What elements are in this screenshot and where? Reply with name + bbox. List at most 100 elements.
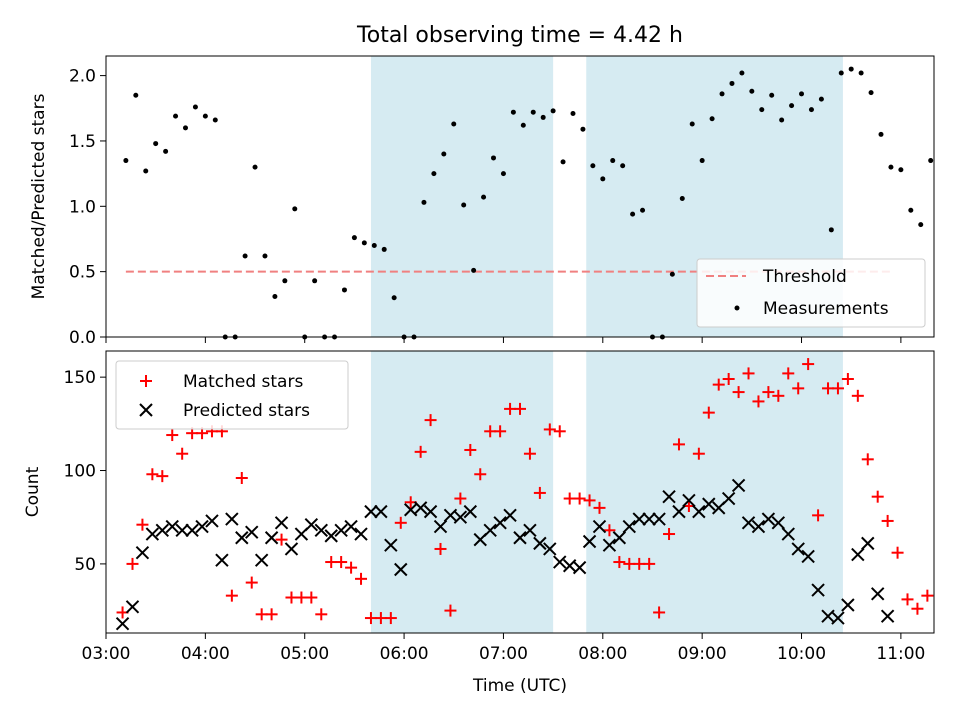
x-tick-label: 05:00 [280, 644, 329, 664]
predicted-star-point [771, 516, 786, 530]
predicted-star-point [423, 504, 438, 519]
predicted-star-point [831, 611, 845, 625]
matched-star-point [911, 602, 924, 615]
measurement-point [451, 121, 457, 127]
predicted-star-point [592, 519, 607, 534]
predicted-star-point [344, 519, 358, 534]
measurement-point [630, 211, 636, 217]
matched-star-point [345, 561, 358, 574]
matched-star-point [881, 514, 894, 527]
matched-star-point [782, 367, 795, 380]
matched-star-point [672, 438, 685, 451]
predicted-star-point [433, 519, 448, 534]
predicted-star-point [602, 538, 617, 552]
matched-star-point [643, 557, 656, 570]
matched-star-point [156, 470, 169, 483]
predicted-star-point [811, 583, 825, 597]
measurement-point [341, 287, 347, 293]
measurement-point [351, 235, 357, 241]
predicted-star-point [115, 616, 130, 631]
measurement-point [600, 176, 606, 182]
matched-star-point [225, 589, 238, 602]
matched-star-point [891, 546, 904, 559]
top-y-axis: 0.0 0.5 1.0 1.5 2.0 [69, 67, 106, 348]
measurement-point [431, 171, 437, 177]
x-tick-label: 03:00 [82, 644, 131, 664]
measurement-point [669, 271, 675, 277]
matched-star-point [603, 524, 616, 537]
top-y-axis-label: Matched/Predicted stars [29, 93, 49, 299]
measurement-point [123, 158, 129, 164]
predicted-star-point [622, 519, 637, 534]
chart-title: Total observing time = 4.42 h [356, 23, 683, 48]
predicted-star-point [165, 519, 179, 534]
measurement-point [520, 122, 526, 128]
measurement-point [540, 114, 546, 120]
x-tick-label: 04:00 [181, 644, 230, 664]
measurement-point [381, 246, 387, 252]
matched-star-point [593, 501, 606, 514]
matched-star-point [464, 443, 477, 456]
top-axes-frame [105, 55, 935, 338]
measurement-point [808, 107, 814, 113]
bottom-y-tick-label: 100 [64, 462, 96, 482]
measurement-point [858, 70, 864, 76]
predicted-star-point [384, 538, 398, 552]
top-panel: 0.00.51.01.52.0 Matched/Predicted stars … [29, 55, 935, 348]
measurement-point [292, 206, 298, 212]
measurement-point [590, 163, 596, 169]
predicted-star-point [503, 508, 517, 523]
legend-x-marker [139, 403, 153, 417]
measurement-point [481, 194, 487, 200]
bottom-y-axis: 50 100 150 [64, 368, 106, 575]
legend-matched-label: Matched stars [183, 372, 303, 392]
predicted-star-point [741, 516, 756, 530]
matched-star-point [762, 386, 775, 399]
measurement-point [212, 117, 218, 123]
measurement-point [878, 131, 884, 137]
legend-predicted-swatch [139, 403, 153, 417]
predicted-star-point [870, 587, 885, 601]
matched-star-point [772, 389, 785, 402]
measurement-point [769, 92, 775, 98]
matched-star-point [861, 453, 874, 466]
matched-star-point [732, 386, 745, 399]
top-legend-box [696, 258, 926, 328]
predicted-star-point [374, 504, 388, 519]
predicted-star-point [672, 504, 686, 519]
predicted-star-point [245, 525, 259, 539]
predicted-star-point [334, 523, 348, 537]
measurement-point [779, 117, 785, 123]
matched-star-point [553, 425, 566, 438]
predicted-star-point [572, 560, 587, 575]
measurement-point [491, 155, 497, 161]
matched-star-point [752, 395, 765, 408]
predicted-star-point [364, 504, 378, 519]
matched-star-point [265, 608, 278, 621]
matched-star-point [523, 447, 536, 460]
predicted-star-point [523, 523, 537, 537]
matched-star-point [474, 468, 487, 481]
predicted-star-point [751, 519, 766, 534]
measurement-point [580, 126, 586, 132]
matched-star-point [712, 378, 725, 391]
matched-star-point [444, 604, 457, 617]
measurement-point [202, 113, 208, 119]
predicted-star-point [493, 516, 507, 530]
measurement-point [709, 116, 715, 122]
matched-star-point [514, 402, 526, 415]
measurement-point [312, 278, 318, 284]
matched-star-point [424, 414, 437, 427]
bottom-legend: Matched stars Predicted stars [115, 360, 349, 430]
matched-star-point [742, 367, 755, 380]
predicted-star-point [513, 531, 527, 545]
legend-plus-marker [140, 375, 152, 387]
measurement-point [461, 202, 467, 208]
bottom-shaded-interval [586, 351, 843, 633]
predicted-star-point [135, 545, 150, 560]
matched-star-point [126, 557, 139, 570]
measurement-point [421, 199, 427, 205]
predicted-star-point [235, 531, 249, 545]
measurement-point [550, 108, 556, 114]
